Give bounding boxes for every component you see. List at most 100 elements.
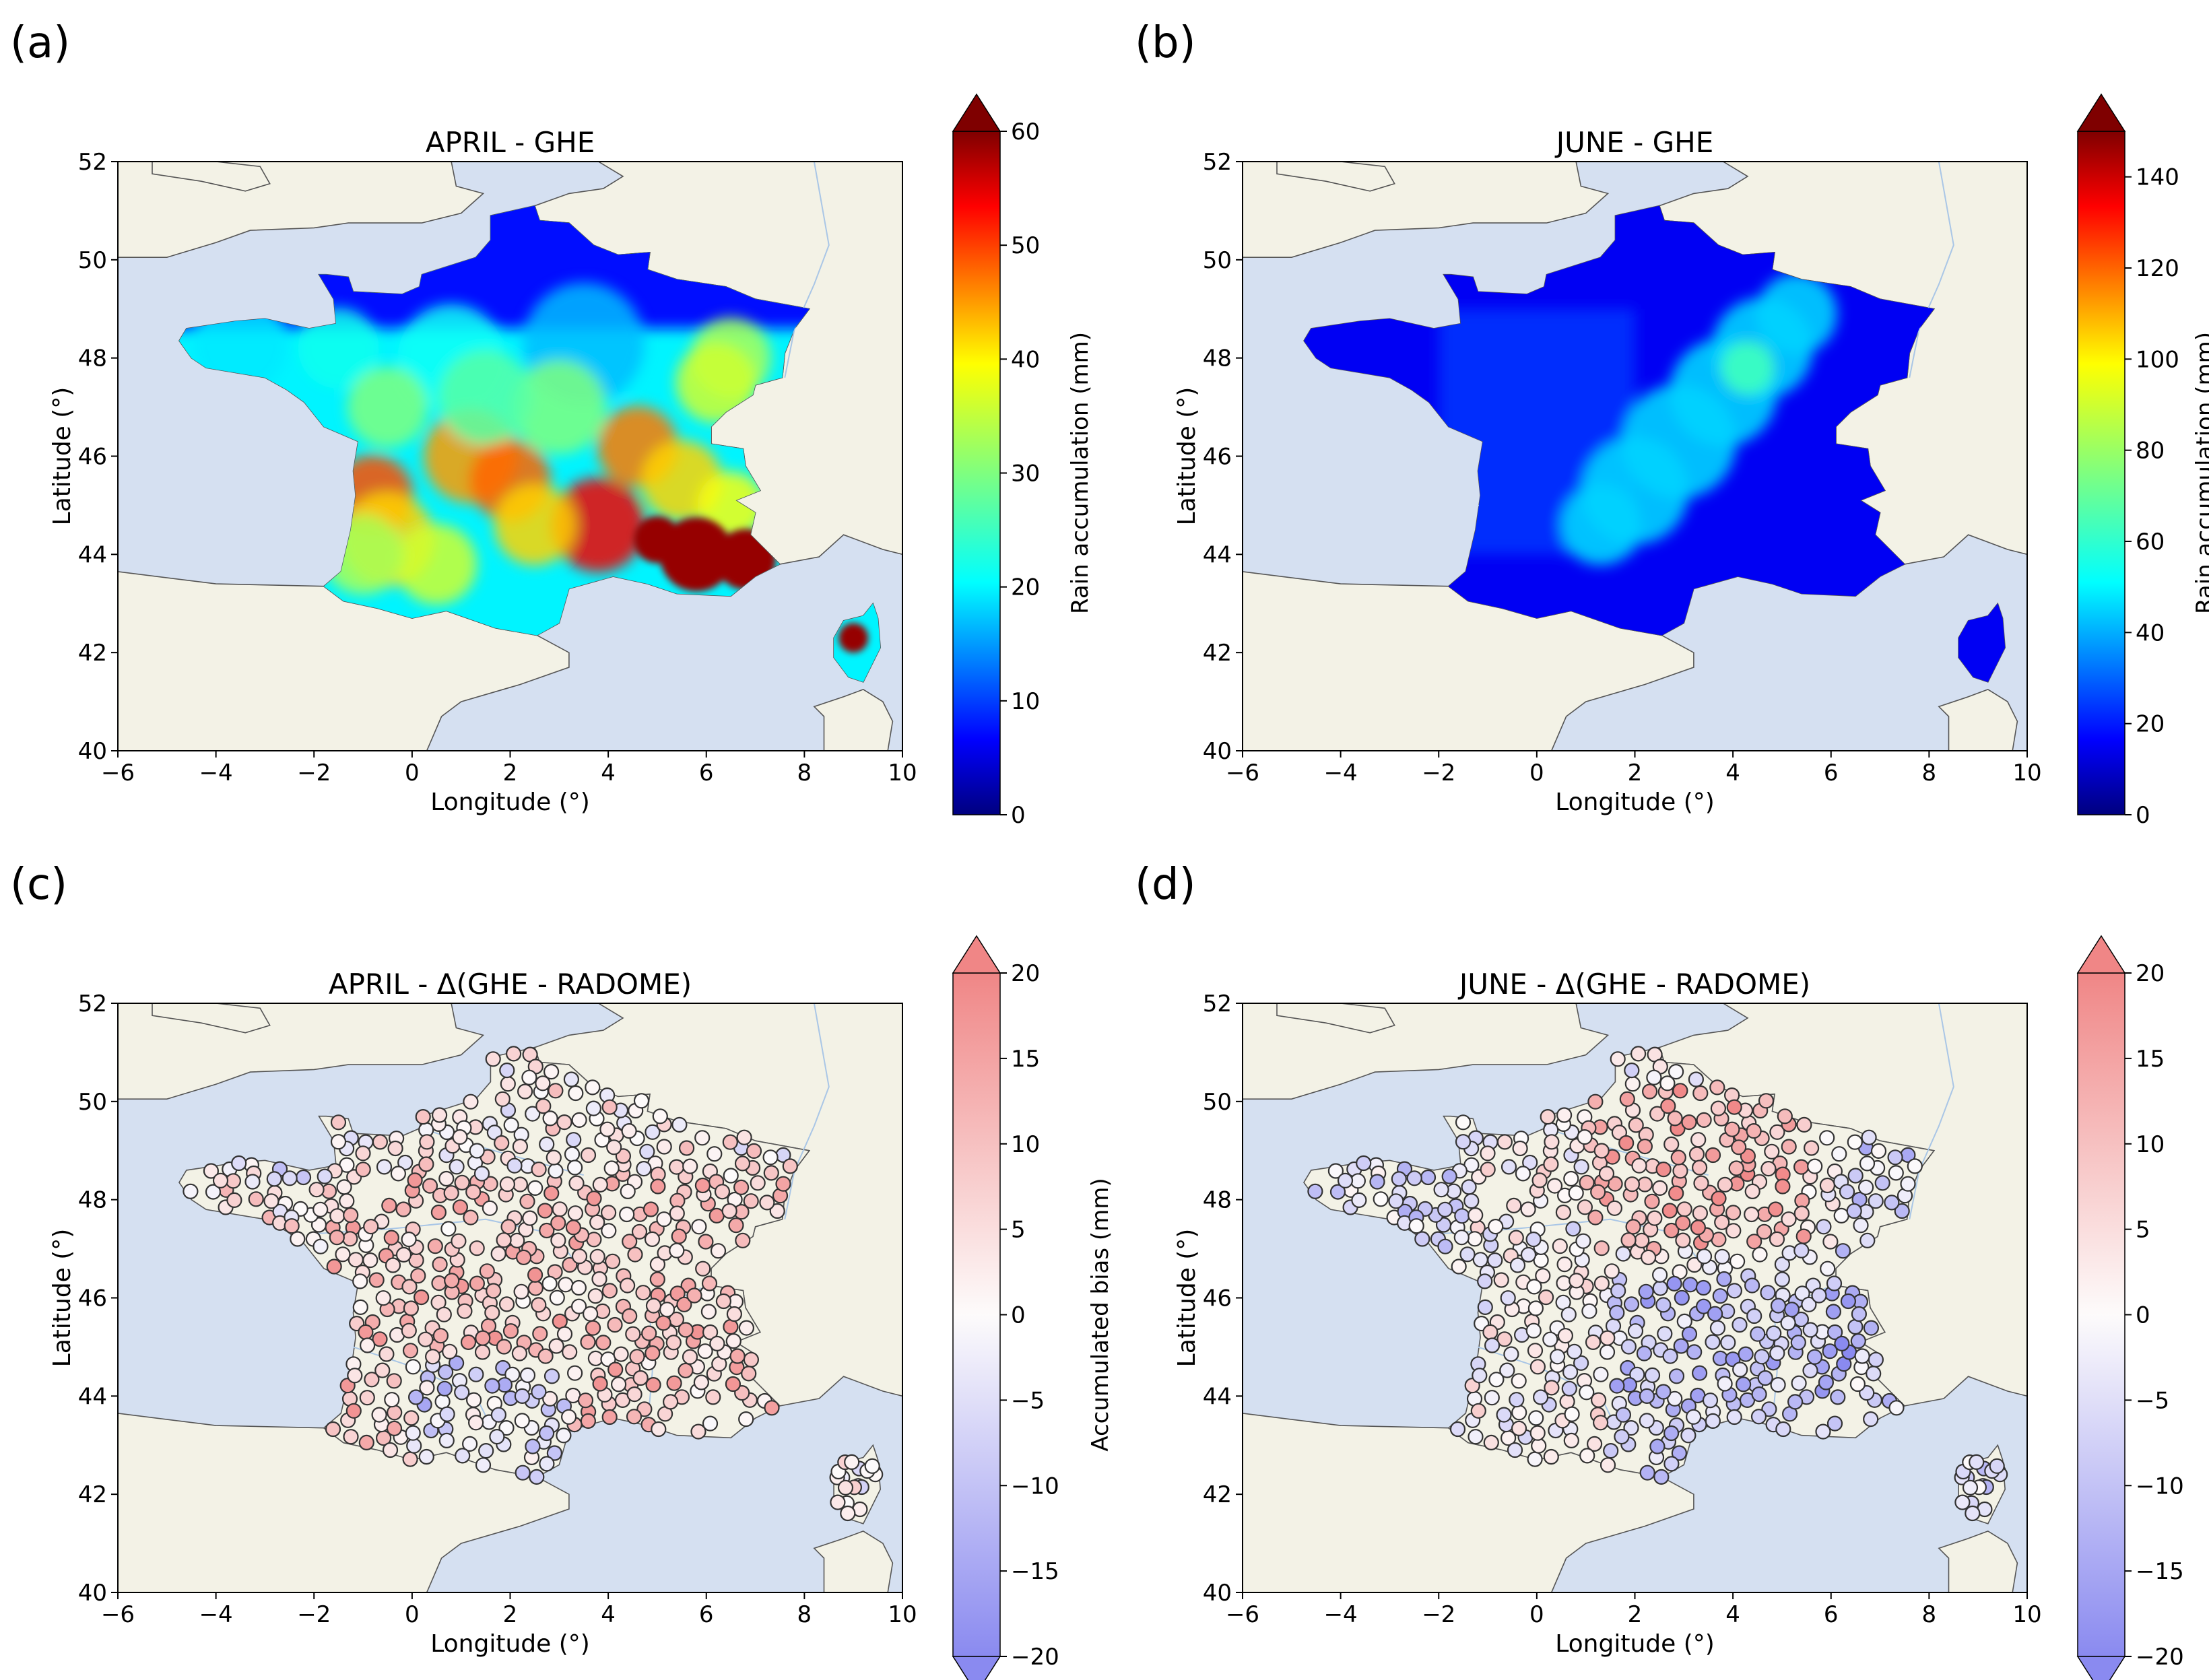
station-marker xyxy=(1868,1351,1884,1368)
y-tick-label: 46 xyxy=(78,1285,107,1312)
station-marker xyxy=(1501,1159,1517,1175)
station-marker xyxy=(372,1331,388,1347)
station-marker xyxy=(1807,1158,1823,1174)
y-tick-label: 40 xyxy=(1203,738,1232,765)
station-marker xyxy=(1804,1140,1820,1156)
station-marker xyxy=(570,1298,587,1314)
station-marker xyxy=(284,1218,300,1234)
x-tick-label: 4 xyxy=(1725,1601,1740,1628)
station-marker xyxy=(548,1338,564,1354)
station-marker xyxy=(566,1365,583,1381)
station-marker xyxy=(419,1134,435,1150)
station-marker xyxy=(725,1333,741,1349)
station-marker xyxy=(1675,1215,1691,1231)
station-marker xyxy=(1818,1374,1834,1390)
station-marker xyxy=(1670,1149,1686,1166)
station-marker xyxy=(422,1178,438,1194)
station-marker xyxy=(1795,1228,1812,1244)
station-marker xyxy=(1579,1448,1595,1464)
station-marker xyxy=(490,1246,506,1262)
station-marker xyxy=(1546,1178,1563,1194)
station-marker xyxy=(1962,1479,1979,1496)
station-marker xyxy=(556,1326,573,1342)
station-marker xyxy=(619,1206,635,1223)
station-marker xyxy=(562,1256,578,1273)
station-marker xyxy=(498,1296,515,1312)
river xyxy=(1909,162,1954,378)
station-marker xyxy=(1614,1429,1630,1445)
x-tick-label: −6 xyxy=(1226,1601,1259,1628)
sardinia-land xyxy=(813,689,894,751)
station-marker xyxy=(183,1183,199,1199)
station-marker xyxy=(694,1177,711,1194)
station-marker xyxy=(636,1160,652,1177)
station-marker xyxy=(1793,1242,1810,1258)
station-marker xyxy=(782,1158,798,1174)
station-marker xyxy=(1663,1425,1680,1442)
river xyxy=(784,1003,830,1219)
colorbar-tick-label: 40 xyxy=(2136,619,2165,646)
station-marker xyxy=(1543,1156,1559,1172)
station-marker xyxy=(1637,1138,1653,1155)
station-marker xyxy=(542,1110,558,1127)
station-marker xyxy=(546,1149,562,1166)
station-marker xyxy=(432,1256,448,1273)
panel-a: (a)APRIL - GHE−6 −4 −2 0 2 4 6 8 104042444648505… xyxy=(10,18,1094,829)
station-marker xyxy=(1760,1160,1777,1177)
station-markers xyxy=(1307,1046,2008,1522)
colorbar-tick-label: 10 xyxy=(2136,1131,2165,1158)
x-tick-label: −2 xyxy=(1422,1601,1455,1628)
station-marker xyxy=(564,1146,581,1162)
station-marker xyxy=(1710,1100,1726,1116)
station-marker xyxy=(580,1147,597,1164)
x-tick-label: 2 xyxy=(1628,1601,1643,1628)
station-marker xyxy=(343,1429,359,1445)
station-marker xyxy=(1587,1436,1603,1452)
england-land xyxy=(118,162,485,258)
station-marker xyxy=(244,1174,261,1190)
station-marker xyxy=(723,1168,739,1184)
station-marker xyxy=(656,1211,672,1228)
station-marker xyxy=(1663,1136,1680,1153)
station-marker xyxy=(543,1063,560,1080)
station-marker xyxy=(1527,1343,1544,1359)
station-marker xyxy=(1732,1362,1748,1378)
station-marker xyxy=(1641,1249,1657,1266)
station-marker xyxy=(1714,1248,1730,1265)
station-marker xyxy=(1552,1238,1568,1254)
station-marker xyxy=(371,1407,387,1423)
station-marker xyxy=(1406,1170,1422,1186)
station-marker xyxy=(566,1160,583,1176)
station-marker xyxy=(401,1231,417,1248)
station-marker xyxy=(515,1465,531,1481)
x-tick-label: 10 xyxy=(888,1601,917,1628)
station-marker xyxy=(1529,1425,1546,1441)
station-marker xyxy=(622,1308,638,1324)
x-tick-label: 6 xyxy=(1824,1601,1839,1628)
station-marker xyxy=(432,1328,449,1344)
colorbar-extend-max-icon xyxy=(2076,93,2126,132)
colorbar-tick-label: −5 xyxy=(2136,1387,2169,1414)
station-marker xyxy=(582,1306,599,1322)
station-marker xyxy=(1603,1443,1619,1459)
station-marker xyxy=(837,1479,854,1496)
station-marker xyxy=(1853,1217,1869,1234)
station-marker xyxy=(1705,1147,1721,1164)
station-marker xyxy=(1555,1204,1571,1221)
station-marker xyxy=(698,1234,714,1250)
station-marker xyxy=(1770,1298,1787,1314)
station-marker xyxy=(308,1182,325,1198)
station-marker xyxy=(418,1448,434,1465)
station-marker xyxy=(622,1234,638,1250)
station-marker xyxy=(1811,1287,1827,1304)
station-marker xyxy=(203,1163,219,1179)
wales-land xyxy=(152,1003,271,1034)
station-marker xyxy=(1672,1163,1688,1179)
station-marker xyxy=(1752,1246,1768,1263)
station-marker xyxy=(550,1232,566,1248)
x-tick-label: 8 xyxy=(1922,1601,1937,1628)
station-marker xyxy=(1692,1160,1708,1176)
station-marker xyxy=(1757,1370,1773,1386)
station-marker xyxy=(1638,1283,1654,1300)
